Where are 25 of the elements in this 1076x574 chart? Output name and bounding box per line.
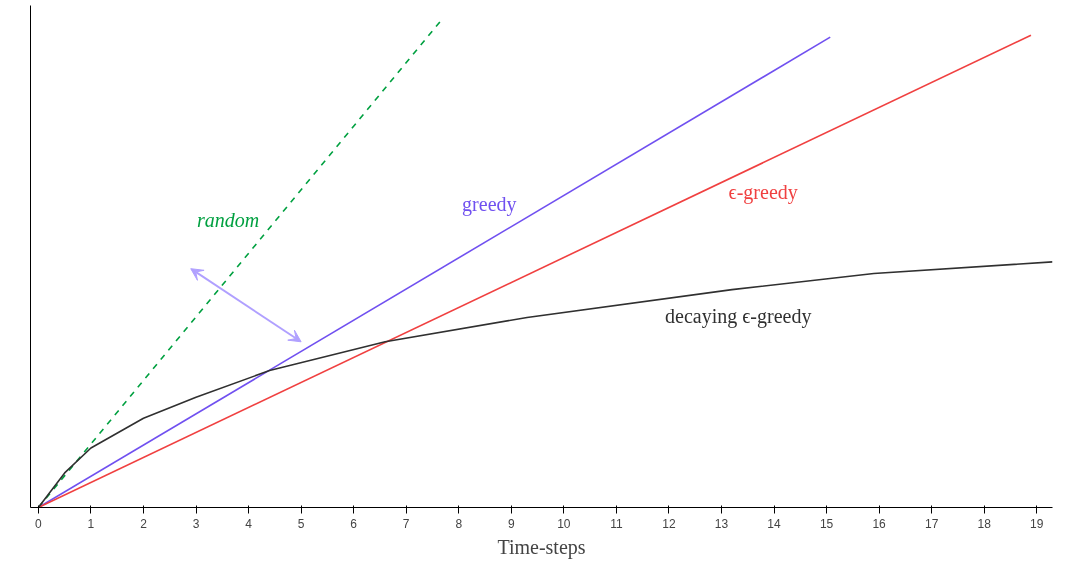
x-tick-label: 8 xyxy=(455,516,463,531)
series-label: greedy xyxy=(462,192,517,216)
x-tick-label: 1 xyxy=(87,516,95,531)
x-tick-label: 9 xyxy=(507,516,515,531)
x-axis-title: Time-steps xyxy=(497,535,586,559)
x-tick-label: 4 xyxy=(245,516,253,531)
x-tick-label: 2 xyxy=(140,516,148,531)
x-tick-label: 10 xyxy=(557,516,571,531)
x-tick-label: 12 xyxy=(662,516,676,531)
x-tick-label: 3 xyxy=(192,516,200,531)
x-tick-label: 7 xyxy=(402,516,410,531)
series-label: ϵ-greedy xyxy=(728,180,798,204)
x-tick-label: 18 xyxy=(977,516,992,531)
series-label: decaying ϵ-greedy xyxy=(665,304,812,328)
x-tick-label: 16 xyxy=(872,516,887,531)
x-tick-label: 17 xyxy=(924,516,939,531)
series-label: random xyxy=(196,208,260,231)
x-tick-label: 0 xyxy=(35,516,43,531)
x-tick-label: 5 xyxy=(297,516,305,531)
x-tick-label: 15 xyxy=(819,516,834,531)
x-tick-label: 19 xyxy=(1030,516,1044,531)
x-tick-label: 13 xyxy=(714,516,729,531)
x-tick-label: 11 xyxy=(610,516,623,531)
x-tick-label: 6 xyxy=(350,516,358,531)
x-tick-label: 14 xyxy=(767,516,782,531)
